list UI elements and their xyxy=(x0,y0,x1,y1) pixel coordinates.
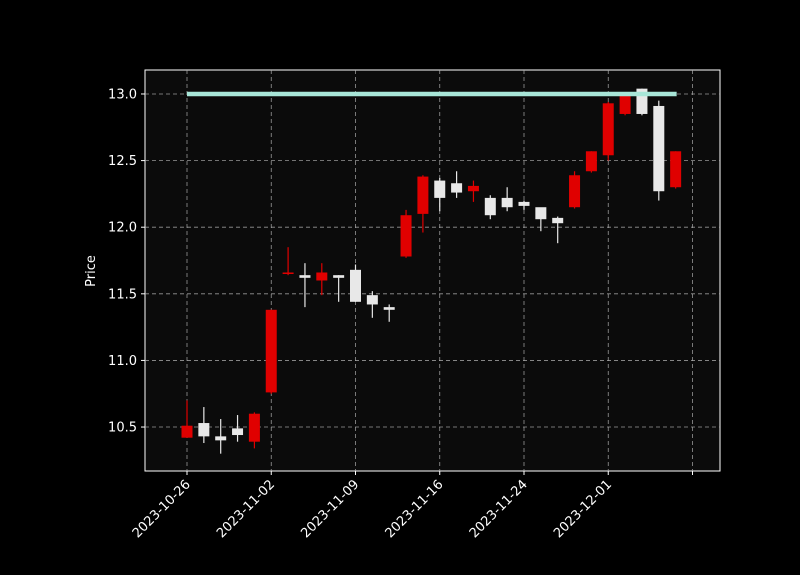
candle xyxy=(602,101,614,161)
candle xyxy=(434,177,446,212)
candle xyxy=(467,180,479,202)
candle-body xyxy=(585,151,597,172)
candle xyxy=(248,412,260,449)
candle xyxy=(215,419,227,454)
candle xyxy=(282,247,294,276)
candle-body xyxy=(350,269,361,302)
y-tick-label: 13.0 xyxy=(108,87,137,102)
y-axis-ticks: 10.5 11.0 11.5 12.0 12.5 13.0 xyxy=(108,87,145,436)
candle xyxy=(585,151,597,173)
candle-body xyxy=(636,88,648,114)
candle-body xyxy=(569,175,581,208)
candle-body xyxy=(248,413,260,442)
candle-body xyxy=(366,295,378,305)
candle-body xyxy=(299,275,311,278)
y-tick-label: 11.5 xyxy=(108,287,137,302)
candle xyxy=(451,171,463,198)
candle xyxy=(350,264,361,302)
candle xyxy=(619,93,631,116)
candle xyxy=(518,200,530,210)
candle-body xyxy=(383,307,395,310)
candle-body xyxy=(467,185,479,192)
candle-body xyxy=(215,436,227,441)
candle-body xyxy=(535,207,547,220)
y-tick-label: 10.5 xyxy=(108,421,137,436)
candle-body xyxy=(417,176,429,214)
candle-body xyxy=(198,423,210,437)
candle xyxy=(417,175,429,233)
candle-body xyxy=(451,183,463,193)
candle xyxy=(569,171,581,209)
y-tick-label: 12.5 xyxy=(108,154,137,169)
candle xyxy=(299,263,311,308)
candle xyxy=(484,195,496,220)
candle-body xyxy=(501,197,513,208)
candle xyxy=(383,304,395,322)
candle-body xyxy=(232,428,244,436)
candle-body xyxy=(282,272,294,274)
y-tick-label: 11.0 xyxy=(108,354,137,369)
candle xyxy=(653,100,665,201)
plot-area xyxy=(144,69,721,472)
candle-body xyxy=(333,275,345,278)
y-tick-label: 12.0 xyxy=(108,221,137,236)
candles-group xyxy=(181,88,682,454)
candle-body xyxy=(653,105,665,192)
candle-body xyxy=(484,197,496,216)
candle xyxy=(181,400,193,438)
candle xyxy=(316,263,328,296)
candle-body xyxy=(619,93,631,114)
candle-body xyxy=(670,151,682,188)
candle xyxy=(400,209,412,258)
candle xyxy=(501,187,513,212)
candle-body xyxy=(181,425,193,438)
candle xyxy=(552,216,564,244)
candle xyxy=(366,291,378,318)
candle-body xyxy=(400,215,412,257)
candle-body xyxy=(434,180,446,198)
candle xyxy=(333,275,345,302)
candle xyxy=(265,309,277,394)
candle-body xyxy=(265,309,277,393)
candle-body xyxy=(518,201,530,206)
candle-body xyxy=(316,272,328,281)
candle xyxy=(232,415,244,442)
candle xyxy=(670,151,682,189)
candle xyxy=(198,407,210,444)
candle-body xyxy=(602,103,614,156)
candle-body xyxy=(552,217,564,224)
y-axis-label: Price xyxy=(84,255,99,287)
candle xyxy=(535,207,547,232)
